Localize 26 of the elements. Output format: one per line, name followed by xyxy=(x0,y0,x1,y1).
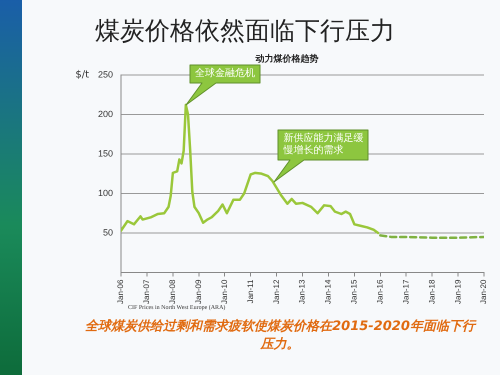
x-tick-label: Jan-20 xyxy=(479,278,488,304)
x-tick-label: Jan-16 xyxy=(375,278,384,304)
x-tick-label: Jan-06 xyxy=(116,278,126,304)
y-axis-title: $/t xyxy=(75,69,90,80)
x-tick-label: Jan-12 xyxy=(272,278,281,304)
y-tick-label: 150 xyxy=(98,148,114,158)
annotation: 全球金融危机 xyxy=(194,68,255,80)
chart-title: 煤炭价格依然面临下行压力 xyxy=(95,15,395,47)
x-tick-label: Jan-17 xyxy=(401,278,410,304)
x-tick-label: Jan-10 xyxy=(220,278,229,304)
x-tick-label: Jan-14 xyxy=(324,278,333,304)
annotation: 新供应能力满足缓慢增长的需求 xyxy=(283,133,364,158)
x-tick-label: Jan-13 xyxy=(298,278,307,304)
x-tick-label: Jan-07 xyxy=(142,278,152,304)
x-tick-label: Jan-18 xyxy=(427,278,436,304)
x-tick-label: Jan-11 xyxy=(246,278,255,304)
y-tick-label: 100 xyxy=(98,188,114,198)
x-tick-label: Jan-15 xyxy=(350,278,359,304)
x-tick-label: Jan-09 xyxy=(194,278,203,304)
x-tick-label: Jan-08 xyxy=(168,278,178,304)
text: 全球煤炭供给过剩和需求疲软使煤炭价格在2015-2020年面临下行压力。 xyxy=(84,318,478,354)
y-tick-label: 200 xyxy=(98,108,114,119)
chart-subtitle: 动力煤价格趋势 xyxy=(254,54,318,65)
y-tick-label: 250 xyxy=(98,69,114,80)
y-tick-label: 50 xyxy=(103,227,114,238)
x-tick-label: Jan-19 xyxy=(453,278,462,304)
